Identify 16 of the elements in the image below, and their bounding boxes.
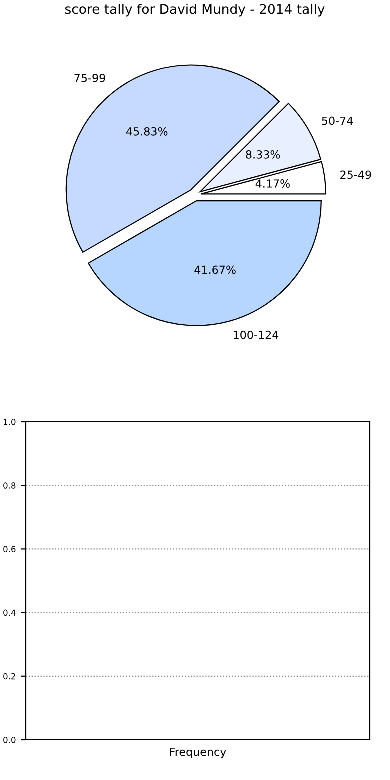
data-label: 8.33% — [246, 150, 280, 159]
y-tick-label: 0.8 — [4, 482, 16, 489]
slice-label: 25-49 — [340, 170, 372, 180]
y-tick-label: 1.0 — [4, 418, 16, 426]
x-axis-title: Frequency — [170, 748, 226, 758]
slice-label: 75-99 — [74, 74, 106, 82]
slice-label: 100-124 — [234, 330, 279, 340]
y-tick-label: 0.6 — [4, 546, 16, 552]
chart-title: score tally for David Mundy - 2014 tally — [65, 4, 325, 17]
data-label: 45.83% — [126, 127, 168, 136]
slice-label: 50-74 — [322, 116, 354, 126]
data-label: 4.17% — [256, 180, 290, 188]
y-tick-label: 0.4 — [4, 610, 16, 616]
data-label: 41.67% — [194, 266, 236, 274]
y-tick-label: 0.2 — [4, 673, 16, 680]
y-tick-label: 0.0 — [4, 736, 16, 744]
